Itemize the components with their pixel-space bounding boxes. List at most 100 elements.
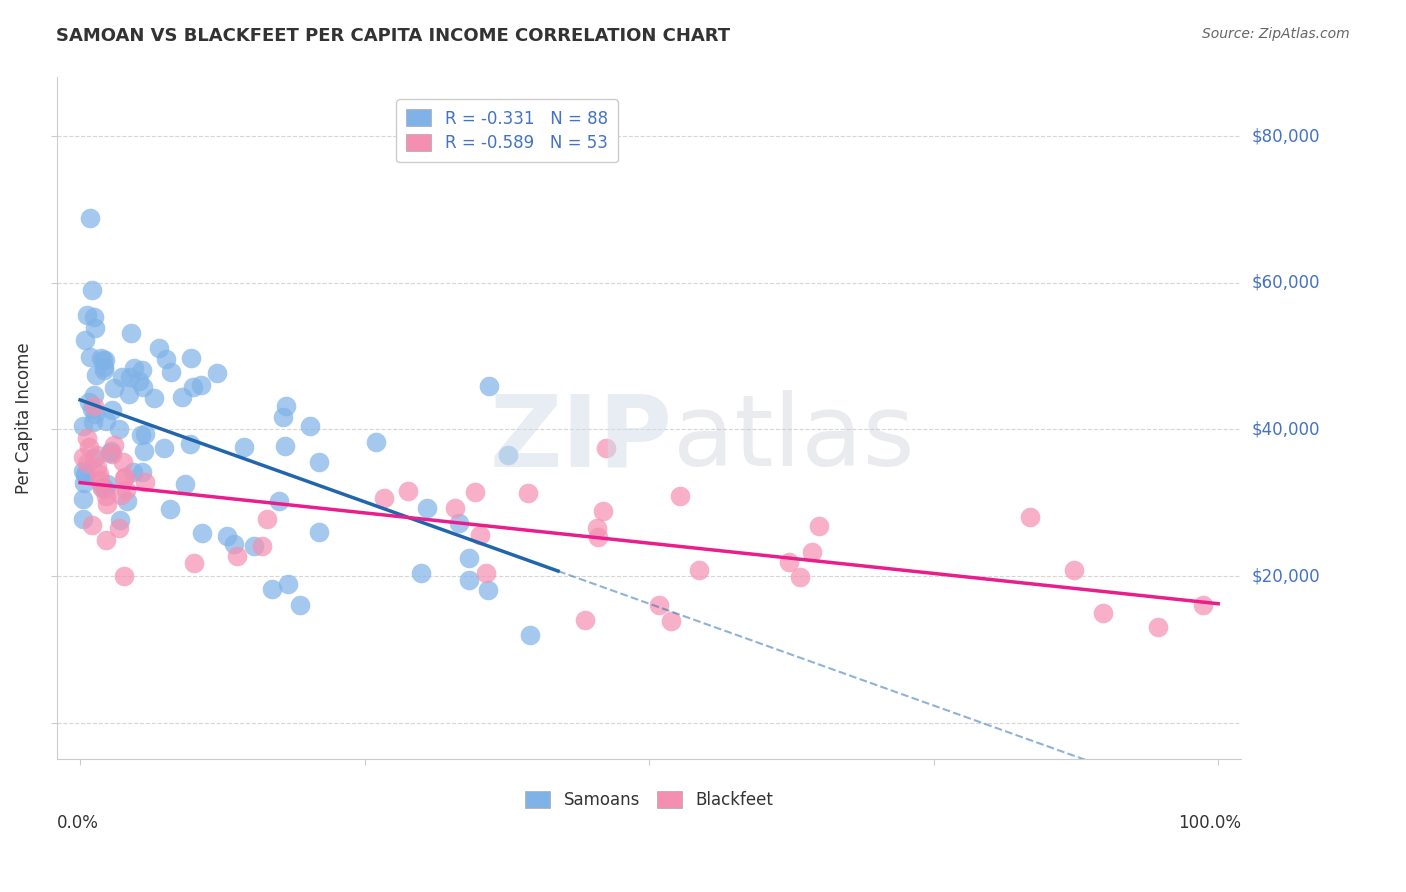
Point bbox=[80, 518, 103, 533]
Point bbox=[131, 363, 153, 377]
Point bbox=[76, 309, 98, 323]
Point bbox=[181, 380, 204, 394]
Point bbox=[180, 351, 202, 365]
Point bbox=[364, 434, 387, 449]
Point bbox=[592, 504, 614, 518]
Point bbox=[170, 390, 193, 404]
Point bbox=[94, 353, 117, 368]
Point bbox=[416, 501, 439, 516]
Point bbox=[93, 360, 115, 375]
Point bbox=[89, 473, 111, 487]
Point bbox=[101, 447, 124, 461]
Point bbox=[464, 485, 486, 500]
Point bbox=[447, 516, 470, 530]
Point bbox=[77, 440, 100, 454]
Point bbox=[94, 414, 117, 428]
Point bbox=[496, 448, 519, 462]
Point bbox=[128, 375, 150, 389]
Point bbox=[179, 437, 201, 451]
Point bbox=[132, 380, 155, 394]
Point bbox=[1191, 599, 1213, 613]
Point bbox=[225, 549, 247, 563]
Point bbox=[120, 326, 142, 340]
Point bbox=[72, 512, 94, 526]
Point bbox=[108, 521, 131, 535]
Point bbox=[114, 470, 136, 484]
Point bbox=[94, 489, 117, 503]
Point bbox=[94, 483, 117, 497]
Point bbox=[207, 366, 229, 380]
Point bbox=[72, 464, 94, 478]
Point bbox=[96, 497, 118, 511]
Point bbox=[778, 555, 800, 569]
Point bbox=[80, 401, 103, 416]
Point bbox=[586, 530, 609, 544]
Point bbox=[103, 381, 125, 395]
Text: atlas: atlas bbox=[673, 391, 914, 487]
Point bbox=[107, 422, 129, 436]
Point bbox=[443, 500, 465, 515]
Point bbox=[468, 528, 491, 542]
Point bbox=[659, 614, 682, 628]
Point bbox=[96, 477, 118, 491]
Point bbox=[72, 491, 94, 506]
Point bbox=[277, 577, 299, 591]
Text: SAMOAN VS BLACKFEET PER CAPITA INCOME CORRELATION CHART: SAMOAN VS BLACKFEET PER CAPITA INCOME CO… bbox=[56, 27, 730, 45]
Point bbox=[143, 391, 166, 405]
Point bbox=[114, 483, 136, 497]
Point bbox=[82, 415, 104, 429]
Point bbox=[1019, 509, 1042, 524]
Point bbox=[86, 448, 108, 462]
Point bbox=[250, 539, 273, 553]
Point bbox=[373, 491, 395, 505]
Point bbox=[115, 493, 138, 508]
Point bbox=[108, 513, 131, 527]
Point bbox=[122, 361, 145, 376]
Point bbox=[79, 211, 101, 226]
Point bbox=[86, 460, 108, 475]
Point bbox=[396, 484, 419, 499]
Point bbox=[477, 379, 499, 393]
Point bbox=[122, 465, 145, 479]
Point bbox=[800, 545, 823, 559]
Point bbox=[808, 518, 831, 533]
Point bbox=[91, 481, 114, 495]
Point bbox=[475, 566, 498, 580]
Text: ZIP: ZIP bbox=[489, 391, 673, 487]
Point bbox=[519, 628, 541, 642]
Point bbox=[94, 533, 117, 547]
Point bbox=[159, 501, 181, 516]
Point bbox=[256, 512, 278, 526]
Point bbox=[132, 444, 155, 458]
Point bbox=[84, 407, 107, 421]
Point bbox=[595, 442, 617, 456]
Point bbox=[72, 419, 94, 434]
Point bbox=[260, 582, 283, 597]
Point bbox=[267, 493, 290, 508]
Point bbox=[155, 351, 177, 366]
Text: $40,000: $40,000 bbox=[1253, 420, 1320, 439]
Point bbox=[110, 488, 132, 502]
Point bbox=[288, 599, 311, 613]
Point bbox=[233, 440, 256, 454]
Point bbox=[789, 570, 811, 584]
Point bbox=[77, 394, 100, 409]
Point bbox=[217, 529, 239, 543]
Point bbox=[222, 537, 245, 551]
Point bbox=[648, 598, 671, 612]
Point bbox=[243, 539, 266, 553]
Point bbox=[183, 556, 205, 570]
Point bbox=[112, 569, 135, 583]
Point bbox=[688, 563, 710, 577]
Point bbox=[274, 399, 297, 413]
Point bbox=[93, 362, 115, 376]
Text: 100.0%: 100.0% bbox=[1178, 814, 1241, 832]
Point bbox=[458, 574, 481, 588]
Y-axis label: Per Capita Income: Per Capita Income bbox=[15, 343, 32, 494]
Point bbox=[574, 613, 596, 627]
Point bbox=[118, 387, 141, 401]
Point bbox=[134, 427, 156, 442]
Point bbox=[308, 455, 330, 469]
Point bbox=[112, 455, 135, 469]
Point bbox=[271, 409, 294, 424]
